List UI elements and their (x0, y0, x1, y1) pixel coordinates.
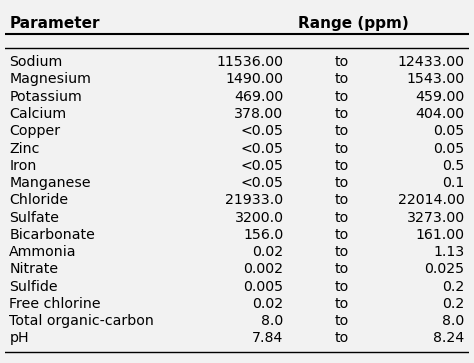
Text: 0.2: 0.2 (442, 280, 465, 294)
Text: 0.02: 0.02 (252, 245, 283, 259)
Text: 378.00: 378.00 (234, 107, 283, 121)
Text: to: to (334, 90, 349, 104)
Text: Sulfide: Sulfide (9, 280, 58, 294)
Text: 7.84: 7.84 (252, 331, 283, 346)
Text: Ammonia: Ammonia (9, 245, 77, 259)
Text: 0.02: 0.02 (252, 297, 283, 311)
Text: Iron: Iron (9, 159, 37, 173)
Text: 0.05: 0.05 (433, 124, 465, 138)
Text: Bicarbonate: Bicarbonate (9, 228, 95, 242)
Text: Nitrate: Nitrate (9, 262, 58, 276)
Text: 0.005: 0.005 (243, 280, 283, 294)
Text: 469.00: 469.00 (234, 90, 283, 104)
Text: to: to (334, 314, 349, 328)
Text: Magnesium: Magnesium (9, 73, 91, 86)
Text: to: to (334, 211, 349, 225)
Text: Calcium: Calcium (9, 107, 66, 121)
Text: 0.2: 0.2 (442, 297, 465, 311)
Text: 12433.00: 12433.00 (398, 55, 465, 69)
Text: Parameter: Parameter (9, 16, 100, 31)
Text: 3200.0: 3200.0 (235, 211, 283, 225)
Text: 1490.00: 1490.00 (226, 73, 283, 86)
Text: to: to (334, 245, 349, 259)
Text: Copper: Copper (9, 124, 61, 138)
Text: 1.13: 1.13 (433, 245, 465, 259)
Text: 0.5: 0.5 (442, 159, 465, 173)
Text: Free chlorine: Free chlorine (9, 297, 101, 311)
Text: <0.05: <0.05 (240, 159, 283, 173)
Text: 0.1: 0.1 (442, 176, 465, 190)
Text: to: to (334, 142, 349, 155)
Text: to: to (334, 55, 349, 69)
Text: Manganese: Manganese (9, 176, 91, 190)
Text: Sulfate: Sulfate (9, 211, 59, 225)
Text: to: to (334, 176, 349, 190)
Text: 22014.00: 22014.00 (398, 193, 465, 207)
Text: Chloride: Chloride (9, 193, 69, 207)
Text: to: to (334, 73, 349, 86)
Text: 11536.00: 11536.00 (217, 55, 283, 69)
Text: <0.05: <0.05 (240, 142, 283, 155)
Text: 21933.0: 21933.0 (225, 193, 283, 207)
Text: Total organic-carbon: Total organic-carbon (9, 314, 154, 328)
Text: to: to (334, 107, 349, 121)
Text: Sodium: Sodium (9, 55, 63, 69)
Text: to: to (334, 262, 349, 276)
Text: 404.00: 404.00 (416, 107, 465, 121)
Text: pH: pH (9, 331, 29, 346)
Text: 0.05: 0.05 (433, 142, 465, 155)
Text: to: to (334, 280, 349, 294)
Text: 0.025: 0.025 (425, 262, 465, 276)
Text: to: to (334, 124, 349, 138)
Text: Zinc: Zinc (9, 142, 40, 155)
Text: to: to (334, 193, 349, 207)
Text: <0.05: <0.05 (240, 124, 283, 138)
Text: <0.05: <0.05 (240, 176, 283, 190)
Text: 8.24: 8.24 (433, 331, 465, 346)
Text: 459.00: 459.00 (415, 90, 465, 104)
Text: to: to (334, 159, 349, 173)
Text: to: to (334, 228, 349, 242)
Text: 0.002: 0.002 (244, 262, 283, 276)
Text: 3273.00: 3273.00 (407, 211, 465, 225)
Text: to: to (334, 331, 349, 346)
Text: Potassium: Potassium (9, 90, 82, 104)
Text: 8.0: 8.0 (261, 314, 283, 328)
Text: Range (ppm): Range (ppm) (298, 16, 409, 31)
Text: 156.0: 156.0 (243, 228, 283, 242)
Text: 8.0: 8.0 (442, 314, 465, 328)
Text: to: to (334, 297, 349, 311)
Text: 161.00: 161.00 (416, 228, 465, 242)
Text: 1543.00: 1543.00 (407, 73, 465, 86)
